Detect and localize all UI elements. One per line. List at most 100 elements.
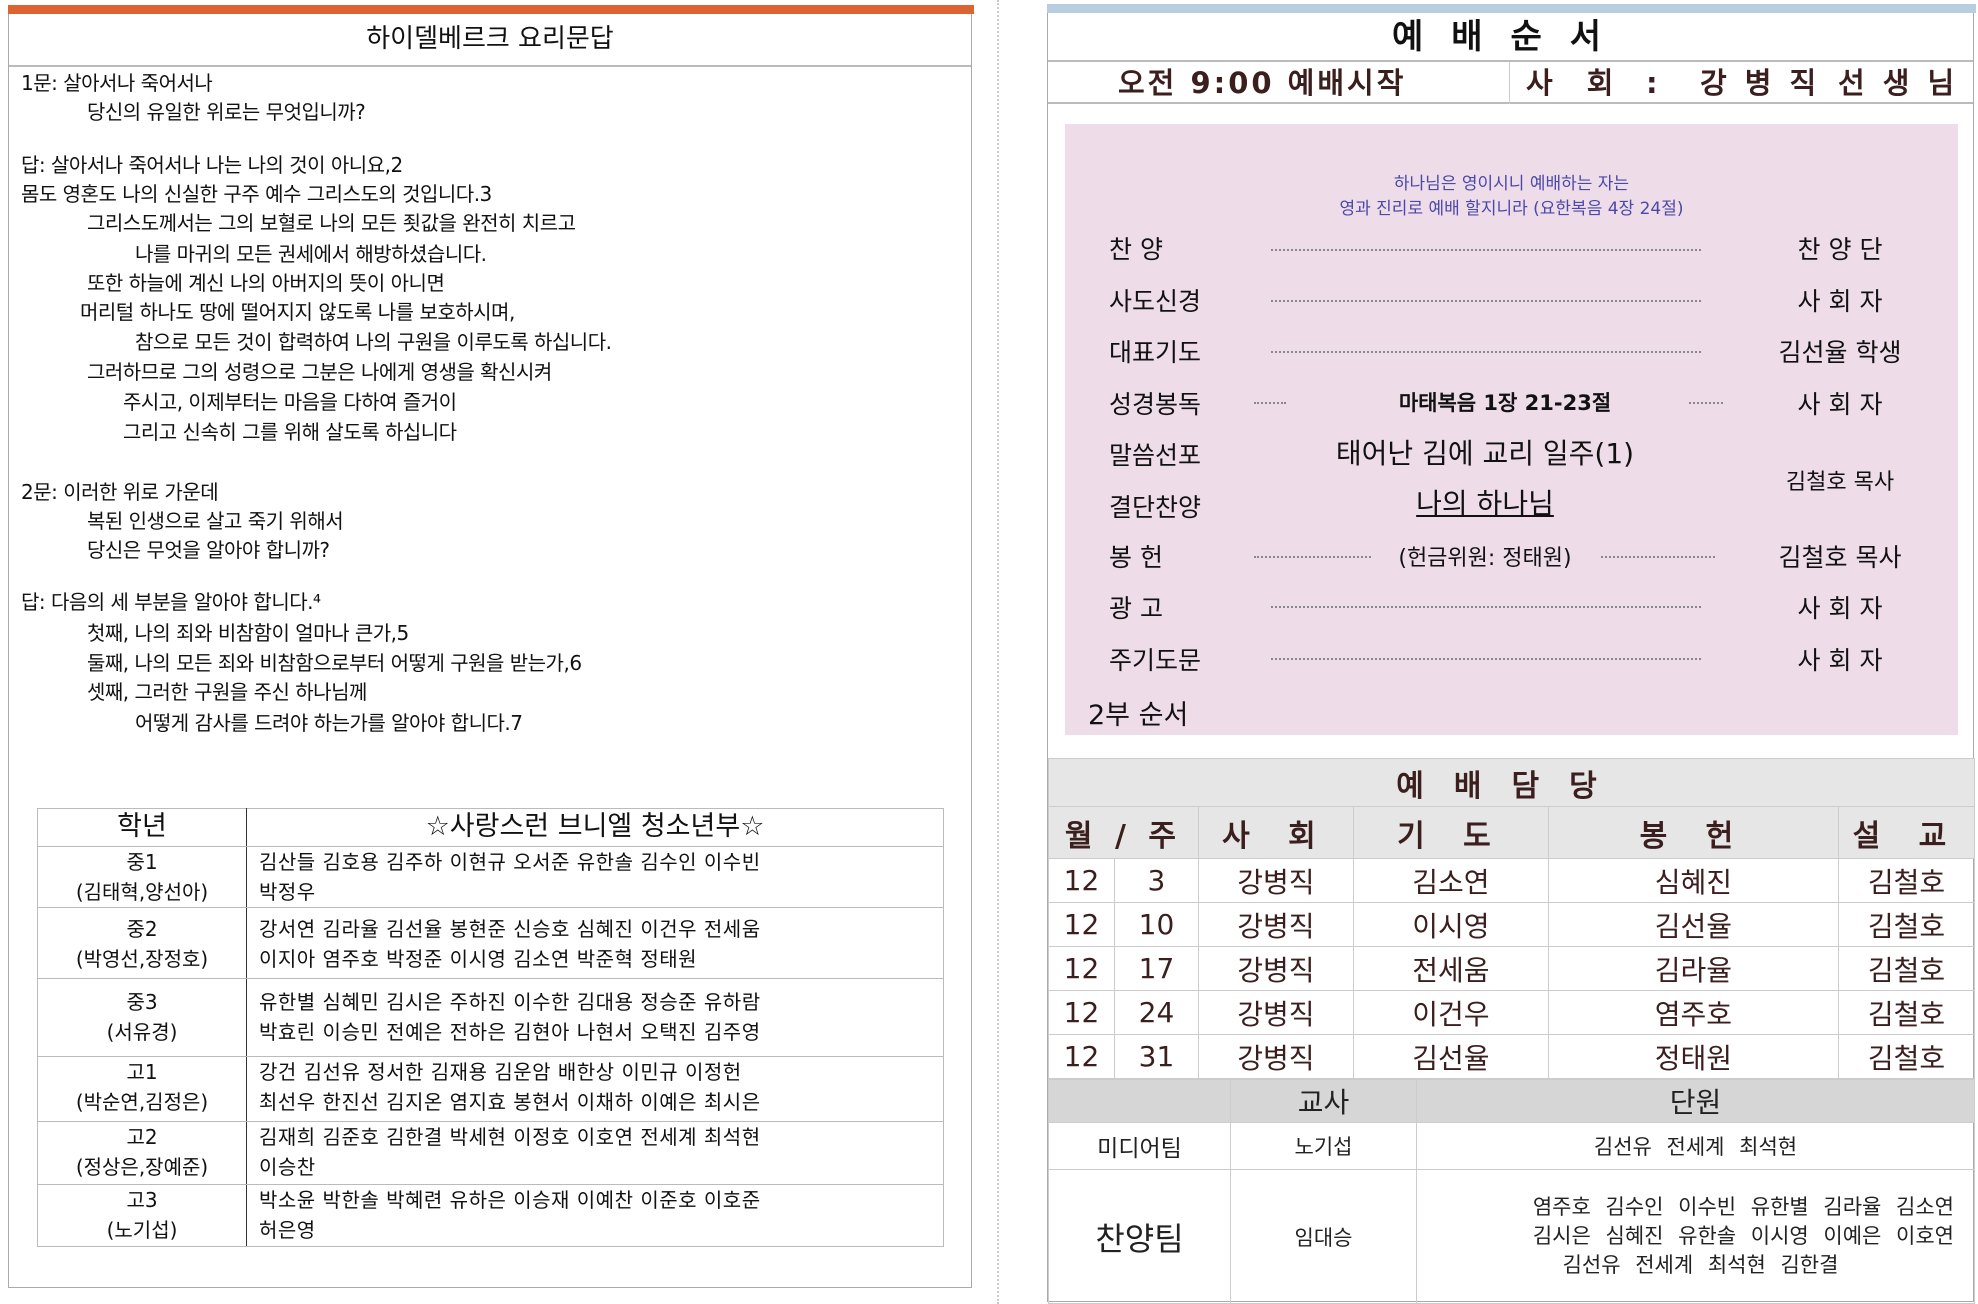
grade-header: 학년 — [37, 808, 247, 847]
question-2-line: 당신은 무엇을 알아야 합니까? — [87, 538, 330, 562]
members: 박정우 — [259, 880, 316, 904]
leader-title: 선 생 님 — [1838, 66, 1959, 100]
worship-duty-table: 예배담당 월 / 주 사 회 기 도 봉 헌 설 교 12 3 강병직 김소연 심혜진 김… — [1048, 758, 1976, 1079]
scripture-reading: 마태복음 1장 21-23절 — [1398, 391, 1612, 415]
sermon: 김철호 — [1837, 946, 1976, 991]
week: 3 — [1114, 858, 1199, 903]
dot-leader — [1271, 658, 1701, 660]
grade: 중3 — [126, 990, 158, 1014]
answer-1-line: 나를 마귀의 모든 권세에서 해방하셨습니다. — [135, 242, 487, 266]
info-divider — [1509, 62, 1510, 104]
grade: 중1 — [126, 850, 158, 874]
table-row: 12 24 강병직 이건우 염주호 김철호 — [1048, 990, 1976, 1035]
leader: 강병직 — [1197, 1034, 1354, 1079]
sermon-title: 태어난 김에 교리 일주(1) — [1335, 437, 1635, 470]
members: 김재희 김준호 김한결 박세현 이정호 이호연 전세계 최석현 — [259, 1125, 761, 1149]
members: 강서연 김라율 김선율 봉현준 신승호 심혜진 이건우 전세움 — [259, 917, 761, 941]
answer-1-line: 그러하므로 그의 성령으로 그분은 나에게 영생을 확신시켜 — [87, 360, 552, 384]
leader: 강병직 — [1197, 946, 1354, 991]
response-hymn: 나의 하나님 — [1416, 487, 1554, 520]
week: 17 — [1114, 946, 1199, 991]
teachers: (서유경) — [106, 1020, 178, 1044]
order-person: 찬 양 단 — [1797, 235, 1883, 264]
header-members: 단원 — [1416, 1079, 1975, 1123]
worship-panel: 예배순서 오전 9:00 예배시작 사 회 : 강 병 직 선 생 님 하나님은… — [1047, 4, 1976, 1304]
prayer: 전세움 — [1352, 946, 1549, 991]
grade: 고1 — [126, 1060, 158, 1084]
sermon: 김철호 — [1837, 858, 1976, 903]
team-teacher: 임대승 — [1230, 1169, 1417, 1304]
answer-1-line: 머리털 하나도 땅에 떨어지지 않도록 나를 보호하시며, — [80, 300, 515, 324]
dot-leader — [1254, 556, 1371, 558]
dot-leader — [1271, 249, 1701, 251]
accent-bar — [1047, 4, 1976, 13]
table-row: 12 3 강병직 김소연 심혜진 김철호 — [1048, 858, 1976, 903]
members: 이승찬 — [259, 1155, 316, 1179]
grade: 고2 — [126, 1125, 158, 1149]
order-person: 사 회 자 — [1797, 646, 1883, 675]
dot-leader — [1254, 402, 1286, 404]
answer-2-line: 어떻게 감사를 드려야 하는가를 알아야 합니다.7 — [135, 711, 523, 735]
answer-1-line: 그리고 신속히 그를 위해 살도록 하십니다 — [123, 420, 457, 444]
order-person: 김철호 목사 — [1778, 543, 1902, 572]
month: 12 — [1048, 1034, 1115, 1079]
sermon: 김철호 — [1837, 902, 1976, 947]
page-divider — [997, 0, 999, 1304]
teachers: (정상은,장예준) — [75, 1155, 209, 1179]
order-label: 결단찬양 — [1109, 493, 1202, 522]
header-leader: 사 회 — [1197, 806, 1354, 859]
table-header: 월 / 주 사 회 기 도 봉 헌 설 교 — [1048, 806, 1976, 859]
members: 이지아 염주호 박정준 이시영 김소연 박준혁 정태원 — [259, 947, 698, 971]
team-name: 미디어팀 — [1048, 1122, 1231, 1170]
table-row: 고1 (박순연,김정은) 강건 김선유 정서한 김재용 김운암 배한상 이민규 이… — [37, 1056, 944, 1122]
grade: 고3 — [126, 1188, 158, 1212]
members: 김산들 김호용 김주하 이현규 오서준 유한솔 김수인 이수빈 — [259, 850, 761, 874]
answer-2-line: 둘째, 나의 모든 죄와 비참함으로부터 어떻게 구원을 받는가,6 — [87, 651, 582, 675]
answer-1-line: 그리스도께서는 그의 보혈로 나의 모든 죗값을 완전히 치르고 — [87, 211, 576, 235]
sermon: 김철호 — [1837, 1034, 1976, 1079]
order-label: 2부 순서 — [1088, 700, 1189, 731]
answer-1: 답: 살아서나 죽어서나 나는 나의 것이 아니요,2 — [21, 153, 403, 177]
table-row: 고3 (노기섭) 박소윤 박한솔 박혜련 유하은 이승재 이예찬 이준호 이호준 허… — [37, 1184, 944, 1247]
prayer: 김소연 — [1352, 858, 1549, 903]
table-row: 12 17 강병직 전세움 김라율 김철호 — [1048, 946, 1976, 991]
verse-line: 하나님은 영이시니 예배하는 자는 — [1393, 174, 1630, 194]
grade: 중2 — [126, 917, 158, 941]
dot-leader — [1271, 606, 1701, 608]
offering: 김선율 — [1547, 902, 1839, 947]
leader-name: 강 병 직 — [1700, 66, 1821, 100]
header-team — [1048, 1079, 1231, 1123]
month: 12 — [1048, 990, 1115, 1035]
answer-2-line: 셋째, 그러한 구원을 주신 하나님께 — [87, 680, 367, 704]
dot-leader — [1271, 351, 1701, 353]
leader-label: 사 회 — [1526, 66, 1626, 100]
prayer: 김선율 — [1352, 1034, 1549, 1079]
teachers: (박순연,김정은) — [75, 1090, 209, 1114]
service-info: 오전 9:00 예배시작 사 회 : 강 병 직 선 생 님 — [1048, 62, 1973, 104]
leader: 강병직 — [1197, 858, 1354, 903]
dot-leader — [1601, 556, 1715, 558]
question-1-line: 당신의 유일한 위로는 무엇입니까? — [87, 100, 366, 124]
header-teacher: 교사 — [1230, 1079, 1417, 1123]
prayer: 이시영 — [1352, 902, 1549, 947]
table-header: 학년 ☆사랑스런 브니엘 청소년부☆ — [37, 808, 944, 847]
teachers: (김태혁,양선아) — [75, 880, 209, 904]
team-members: 김선유 전세계 최석현 김한결 — [1562, 1253, 1839, 1277]
order-person: 사 회 자 — [1797, 390, 1883, 419]
members: 강건 김선유 정서한 김재용 김운암 배한상 이민규 이정헌 — [259, 1060, 742, 1084]
header-sermon: 설 교 — [1837, 806, 1976, 859]
answer-2-line: 첫째, 나의 죄와 비참함이 얼마나 큰가,5 — [87, 621, 409, 645]
order-person: 사 회 자 — [1797, 287, 1883, 316]
order-person: 김선율 학생 — [1778, 338, 1902, 367]
table-row: 찬양팀 임대승 염주호 김수인 이수빈 유한별 김라율 김소연 김시은 심혜진 … — [1048, 1169, 1975, 1304]
leader: 강병직 — [1197, 990, 1354, 1035]
week: 31 — [1114, 1034, 1199, 1079]
leader-colon: : — [1646, 66, 1658, 100]
question-2-line: 복된 인생으로 살고 죽기 위해서 — [87, 509, 344, 533]
members: 박소윤 박한솔 박혜련 유하은 이승재 이예찬 이준호 이호준 — [259, 1188, 761, 1212]
answer-2: 답: 다음의 세 부분을 알아야 합니다.⁴ — [21, 590, 321, 614]
month: 12 — [1048, 902, 1115, 947]
week: 10 — [1114, 902, 1199, 947]
teachers: (박영선,장정호) — [75, 947, 209, 971]
offering: 심혜진 — [1547, 858, 1839, 903]
